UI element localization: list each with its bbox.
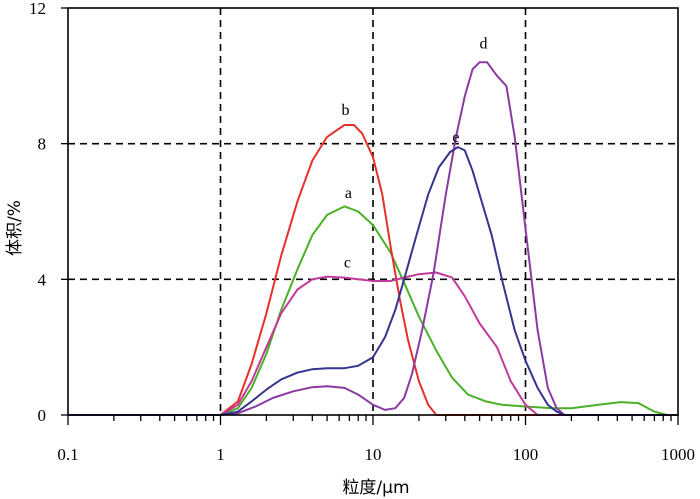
grid-lines: [68, 8, 678, 415]
series-line-c: [68, 271, 678, 416]
x-tick-label: 1000: [661, 445, 695, 464]
y-tick-label: 8: [38, 135, 47, 154]
series-label-b: b: [341, 102, 349, 119]
axis-ticks: [61, 7, 679, 425]
x-axis-title: 粒度/μm: [342, 478, 409, 498]
axis-tick-labels: 0.1 1 10 100 1000 0 4 8 12: [29, 0, 695, 464]
series-label-d: d: [479, 36, 487, 53]
series-label-e: e: [452, 129, 459, 146]
series-line-e: [68, 146, 678, 416]
series-labels: a b c d e: [341, 36, 487, 272]
y-tick-label: 0: [38, 406, 47, 425]
series-label-c: c: [344, 254, 351, 271]
y-tick-label: 12: [29, 0, 46, 18]
series-label-a: a: [345, 185, 352, 202]
x-tick-label: 1: [216, 445, 225, 464]
x-tick-label: 10: [365, 445, 382, 464]
y-axis-title: 体积/%: [5, 200, 25, 256]
series-line-d: [68, 61, 678, 416]
series-lines: [68, 61, 678, 416]
series-line-b: [68, 124, 678, 416]
x-tick-label: 0.1: [57, 445, 78, 464]
x-tick-label: 100: [513, 445, 539, 464]
y-tick-label: 4: [38, 270, 47, 289]
